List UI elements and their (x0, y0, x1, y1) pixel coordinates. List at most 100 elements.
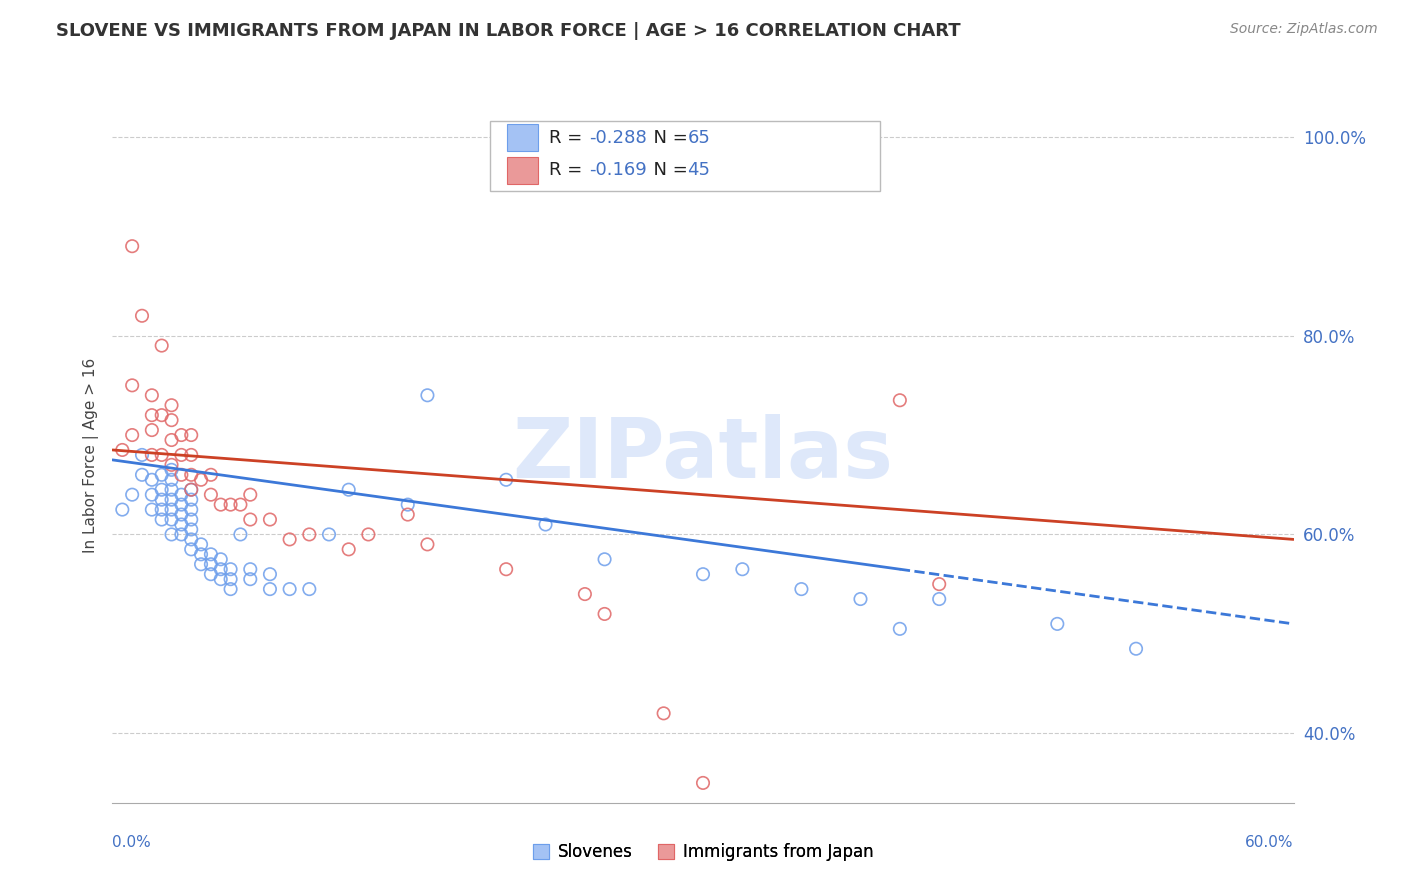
Point (209, 562, 232, 576)
Point (928, 577, 950, 591)
Point (150, 512, 173, 526)
Point (170, 488, 193, 502)
Point (111, 442, 134, 457)
Text: 0.0%: 0.0% (112, 836, 152, 850)
Point (180, 448, 202, 462)
Point (396, 498, 419, 512)
Point (239, 572, 262, 586)
Point (219, 562, 242, 576)
Point (160, 502, 183, 516)
Point (790, 582, 813, 596)
Text: N =: N = (643, 128, 693, 146)
Point (111, 502, 134, 516)
Point (121, 428, 143, 442)
Point (259, 582, 281, 596)
Point (150, 467, 173, 482)
Point (150, 408, 173, 422)
Y-axis label: In Labor Force | Age > 16: In Labor Force | Age > 16 (83, 358, 98, 552)
Text: -0.288: -0.288 (589, 128, 647, 146)
Point (495, 473, 517, 487)
Point (190, 558, 212, 572)
Point (180, 542, 202, 557)
Point (180, 428, 202, 442)
Point (170, 448, 193, 462)
Text: 45: 45 (688, 161, 710, 179)
Point (180, 523, 202, 537)
Point (593, 607, 616, 621)
Point (170, 508, 193, 522)
Point (298, 527, 321, 541)
Point (1125, 641, 1147, 656)
Text: Source: ZipAtlas.com: Source: ZipAtlas.com (1230, 22, 1378, 37)
Point (692, 776, 714, 790)
Point (150, 492, 173, 507)
Point (180, 483, 202, 497)
Point (180, 502, 202, 516)
Point (928, 592, 950, 607)
Text: 65: 65 (688, 128, 710, 146)
Point (131, 448, 153, 462)
Text: R =: R = (550, 161, 589, 179)
Point (1046, 616, 1069, 631)
Point (889, 393, 911, 408)
Point (190, 473, 212, 487)
Point (278, 533, 301, 547)
Point (160, 483, 183, 497)
Point (180, 483, 202, 497)
Point (180, 533, 202, 547)
Point (170, 428, 193, 442)
Point (141, 488, 163, 502)
Point (141, 408, 163, 422)
Point (141, 502, 163, 516)
Point (200, 467, 222, 482)
Legend: Slovenes, Immigrants from Japan: Slovenes, Immigrants from Japan (526, 836, 880, 868)
Point (209, 498, 232, 512)
Point (259, 512, 281, 526)
Point (190, 537, 212, 551)
Point (318, 527, 340, 541)
Point (141, 473, 163, 487)
Point (170, 517, 193, 532)
Point (141, 388, 163, 402)
Point (160, 413, 183, 427)
Text: R =: R = (550, 128, 589, 146)
Point (150, 448, 173, 462)
Point (692, 567, 714, 582)
Point (160, 463, 183, 477)
Point (889, 622, 911, 636)
Point (160, 512, 183, 526)
Point (180, 492, 202, 507)
Point (229, 498, 252, 512)
Point (574, 587, 596, 601)
Point (416, 537, 439, 551)
Point (219, 582, 242, 596)
Text: 60.0%: 60.0% (1246, 836, 1294, 850)
Point (180, 467, 202, 482)
Point (131, 309, 153, 323)
Text: SLOVENE VS IMMIGRANTS FROM JAPAN IN LABOR FORCE | AGE > 16 CORRELATION CHART: SLOVENE VS IMMIGRANTS FROM JAPAN IN LABO… (56, 22, 960, 40)
Point (160, 492, 183, 507)
Point (396, 508, 419, 522)
Point (160, 527, 183, 541)
Point (200, 558, 222, 572)
Point (160, 473, 183, 487)
Point (337, 483, 360, 497)
Point (209, 552, 232, 566)
Point (150, 502, 173, 516)
Point (337, 542, 360, 557)
Point (160, 433, 183, 447)
Point (150, 483, 173, 497)
Point (357, 527, 380, 541)
Point (160, 458, 183, 472)
Point (170, 527, 193, 541)
Point (298, 582, 321, 596)
Point (495, 562, 517, 576)
Point (190, 547, 212, 561)
Point (141, 448, 163, 462)
Point (239, 512, 262, 526)
Point (849, 592, 872, 607)
Point (278, 582, 301, 596)
Point (131, 467, 153, 482)
Point (652, 706, 675, 721)
Text: N =: N = (643, 161, 693, 179)
